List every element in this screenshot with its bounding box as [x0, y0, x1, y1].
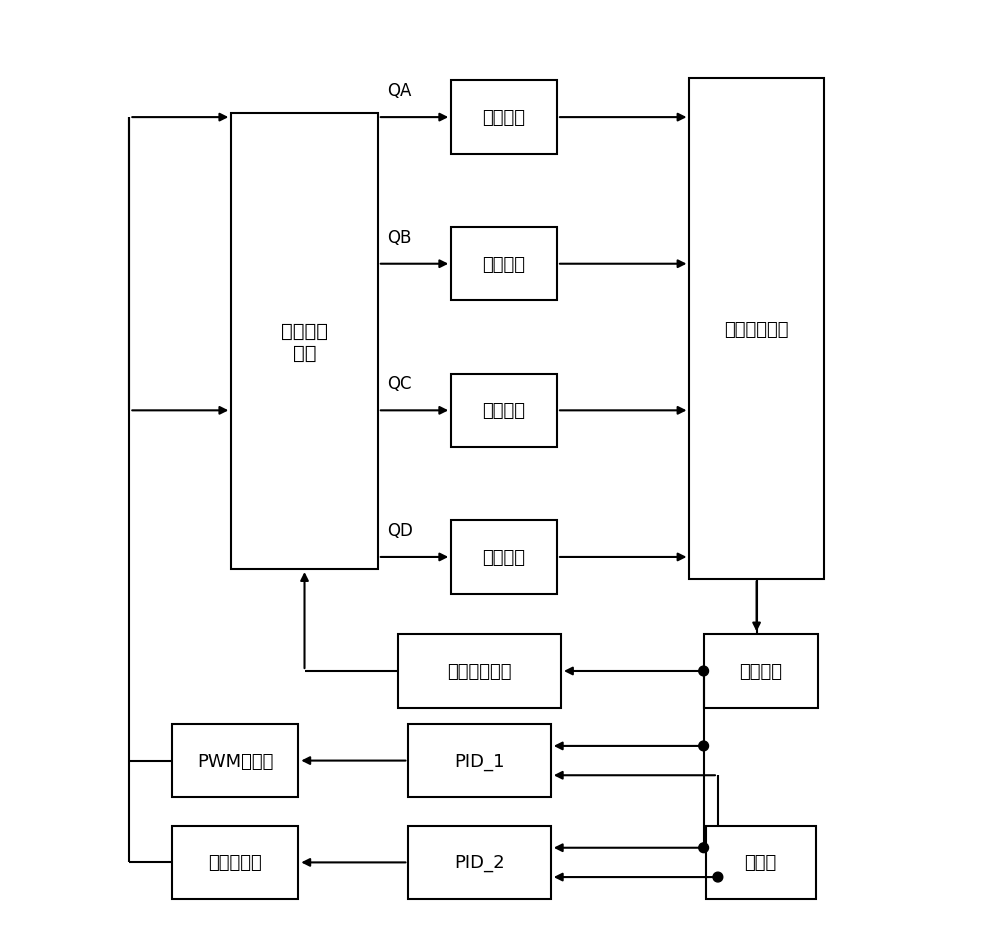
Text: 驱动模块: 驱动模块 — [483, 402, 526, 420]
Circle shape — [699, 742, 709, 751]
Text: QD: QD — [388, 522, 413, 540]
Bar — [451, 81, 557, 154]
Bar — [689, 79, 824, 580]
Text: 驱动模块: 驱动模块 — [483, 255, 526, 273]
Text: 驱动模块: 驱动模块 — [483, 109, 526, 127]
Text: QA: QA — [388, 82, 412, 100]
Text: PID_1: PID_1 — [454, 752, 505, 770]
Circle shape — [713, 872, 723, 882]
Bar — [451, 228, 557, 301]
Bar — [451, 374, 557, 447]
Text: PID_2: PID_2 — [454, 854, 505, 871]
Text: 数据选择
模块: 数据选择 模块 — [281, 321, 328, 362]
Text: QC: QC — [388, 375, 412, 393]
Bar — [706, 826, 816, 899]
Text: 移相控制器: 移相控制器 — [208, 854, 262, 871]
Bar — [408, 826, 551, 899]
Text: 采样模块: 采样模块 — [739, 663, 782, 681]
Text: 参考值: 参考值 — [745, 854, 777, 871]
Text: PWM控制器: PWM控制器 — [197, 752, 273, 770]
Text: 模式选择模块: 模式选择模块 — [447, 663, 512, 681]
Bar — [408, 724, 551, 798]
Text: 驱动模块: 驱动模块 — [483, 548, 526, 566]
Bar — [704, 635, 818, 708]
Bar — [451, 521, 557, 594]
Bar — [231, 114, 378, 569]
Bar — [172, 826, 298, 899]
Bar — [172, 724, 298, 798]
Bar — [398, 635, 561, 708]
Circle shape — [699, 666, 709, 676]
Text: QB: QB — [388, 228, 412, 247]
Circle shape — [699, 843, 709, 853]
Text: 双全桥变换器: 双全桥变换器 — [724, 321, 789, 339]
